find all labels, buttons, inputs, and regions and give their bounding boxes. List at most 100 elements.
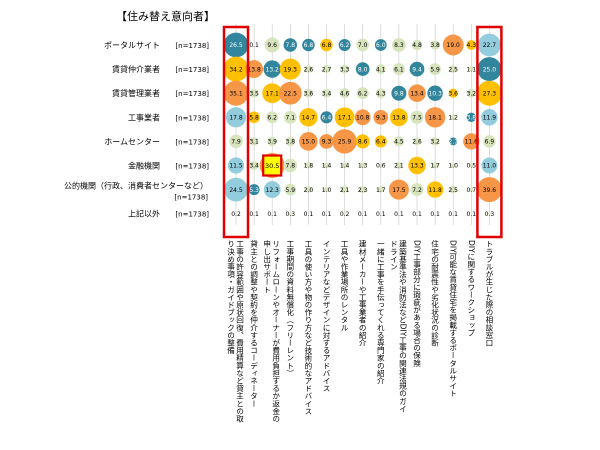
value-label-r4-c5: 9.3 xyxy=(322,139,332,146)
value-label-r0-c10: 4.8 xyxy=(412,42,422,49)
bubble-r3-c1 xyxy=(248,111,260,124)
bubble-r6-c1 xyxy=(248,184,260,196)
column-label-5: インテリアなどデザインに対するアドバイス xyxy=(322,240,331,392)
bubble-r0-c7 xyxy=(356,38,370,52)
bubble-r1-c11 xyxy=(429,63,441,75)
bubble-r1-c13 xyxy=(468,66,474,72)
value-label-r7-c2: 0.1 xyxy=(267,211,277,218)
value-label-r5-c7: 1.3 xyxy=(358,163,368,170)
value-label-r7-c6: 0.2 xyxy=(340,211,350,218)
value-label-r6-c12: 2.5 xyxy=(448,187,458,194)
value-label-r3-c12: 1.2 xyxy=(448,115,458,122)
row-n-7: [n=1738] xyxy=(175,211,209,219)
value-label-r5-c5: 1.4 xyxy=(322,163,332,170)
value-label-r1-c11: 5.9 xyxy=(430,66,440,73)
value-label-r2-c1: 3.5 xyxy=(249,90,259,97)
row-label-5: 金融機関 xyxy=(128,161,160,171)
bubble-r6-c11 xyxy=(426,181,444,198)
value-label-r7-c14: 0.3 xyxy=(485,211,495,218)
value-label-r3-c2: 6.2 xyxy=(267,115,277,122)
value-label-r2-c4: 3.6 xyxy=(304,90,314,97)
bubble-r4-c1 xyxy=(249,137,259,146)
column-label-12: DIY可能な賃貸住宅を掲載するポータルサイト xyxy=(449,240,458,397)
value-label-r3-c3: 7.1 xyxy=(286,115,296,122)
bubble-r5-c13 xyxy=(469,163,473,168)
value-label-r4-c8: 6.4 xyxy=(376,139,386,146)
bubble-r3-c2 xyxy=(266,111,279,124)
bubble-r3-c4 xyxy=(299,108,318,127)
row-n-1: [n=1738] xyxy=(175,66,209,74)
value-label-r1-c9: 6.1 xyxy=(394,66,404,73)
value-label-r0-c3: 7.8 xyxy=(286,42,296,49)
value-label-r4-c9: 4.5 xyxy=(394,139,404,146)
column-label-2: リフォームローンやオーナーが費用負担するか返金の xyxy=(272,240,281,422)
bubble-r0-c2 xyxy=(264,37,280,53)
value-label-r5-c3: 7.8 xyxy=(286,163,296,170)
value-label-r4-c11: 3.2 xyxy=(430,139,440,146)
bubble-r5-c0 xyxy=(227,157,245,174)
bubble-r5-c7 xyxy=(359,162,366,169)
value-label-r0-c14: 22.7 xyxy=(483,42,497,49)
bubble-r4-c6 xyxy=(332,129,357,154)
bubble-r3-c5 xyxy=(320,111,333,124)
bubble-r3-c13 xyxy=(466,112,476,122)
bubble-r6-c7 xyxy=(359,185,367,194)
value-label-r6-c9: 17.5 xyxy=(392,187,406,194)
bubble-r6-c0 xyxy=(224,177,248,202)
bubble-r2-c7 xyxy=(356,87,369,100)
bubble-r0-c13 xyxy=(466,40,477,50)
bubble-r2-c2 xyxy=(262,83,283,104)
bubble-r2-c4 xyxy=(303,88,313,98)
row-n-3: [n=1738] xyxy=(175,114,209,122)
value-label-r3-c13: 3.8 xyxy=(467,115,477,122)
bubble-r6-c4 xyxy=(305,186,312,193)
bubble-r4-c7 xyxy=(355,134,370,149)
value-label-r7-c7: 0.1 xyxy=(358,211,368,218)
row-n-5: [n=1738] xyxy=(175,163,209,171)
value-label-r5-c6: 1.4 xyxy=(340,163,350,170)
bubble-r4-c4 xyxy=(299,132,318,151)
column-label-0-1: り決め事項・ガイドブックの整備 xyxy=(226,240,235,355)
bubble-r0-c12 xyxy=(442,34,464,56)
row-label-7: 上記以外 xyxy=(128,209,160,219)
bubble-r2-c6 xyxy=(339,88,350,99)
bubble-r1-c6 xyxy=(340,64,349,74)
value-label-r1-c8: 4.1 xyxy=(376,66,386,73)
bubble-r7-c14 xyxy=(488,212,491,216)
bubble-r2-c8 xyxy=(375,88,386,99)
bubble-r1-c0 xyxy=(223,56,249,82)
value-label-r0-c12: 19.0 xyxy=(447,42,461,49)
value-label-r3-c8: 9.3 xyxy=(376,115,386,122)
column-label-10: DIY工事部分に瑕疵がある場合の保険 xyxy=(412,240,421,368)
bubble-r3-c14 xyxy=(481,109,498,126)
bubble-r1-c4 xyxy=(304,65,313,73)
value-label-r6-c14: 39.6 xyxy=(483,187,497,194)
bubble-r6-c10 xyxy=(410,183,424,197)
bubble-r6-c12 xyxy=(449,185,457,194)
column-label-9-1: ドライン xyxy=(389,240,398,270)
value-label-r5-c11: 1.7 xyxy=(430,163,440,170)
value-label-r6-c5: 1.0 xyxy=(322,187,332,194)
value-label-r2-c11: 10.3 xyxy=(428,90,442,97)
row-label-2: 賃貸管理業者 xyxy=(112,88,160,98)
bubble-r2-c11 xyxy=(427,85,443,101)
value-label-r2-c10: 13.4 xyxy=(410,90,424,97)
value-label-r1-c6: 3.3 xyxy=(340,66,350,73)
value-label-r3-c1: 5.8 xyxy=(249,115,259,122)
value-label-r7-c0: 0.2 xyxy=(231,211,241,218)
value-label-r5-c13: 0.5 xyxy=(467,163,477,170)
value-label-r7-c10: 0.1 xyxy=(412,211,422,218)
bubble-r4-c0 xyxy=(229,134,243,149)
value-label-r0-c6: 6.2 xyxy=(340,42,350,49)
bubble-r4-c3 xyxy=(285,136,295,147)
value-label-r7-c12: 0.1 xyxy=(448,211,458,218)
chart-title: 【住み替え意向者】 xyxy=(116,10,215,23)
column-label-0: 工事の許容範囲や原状回復、費用精算など貸主との取 xyxy=(235,240,244,423)
value-label-r1-c10: 9.4 xyxy=(412,66,422,73)
value-label-r4-c1: 3.1 xyxy=(249,139,259,146)
bubble-r3-c3 xyxy=(283,110,297,124)
bubble-r5-c9 xyxy=(395,162,403,169)
bubble-r1-c12 xyxy=(449,65,457,73)
